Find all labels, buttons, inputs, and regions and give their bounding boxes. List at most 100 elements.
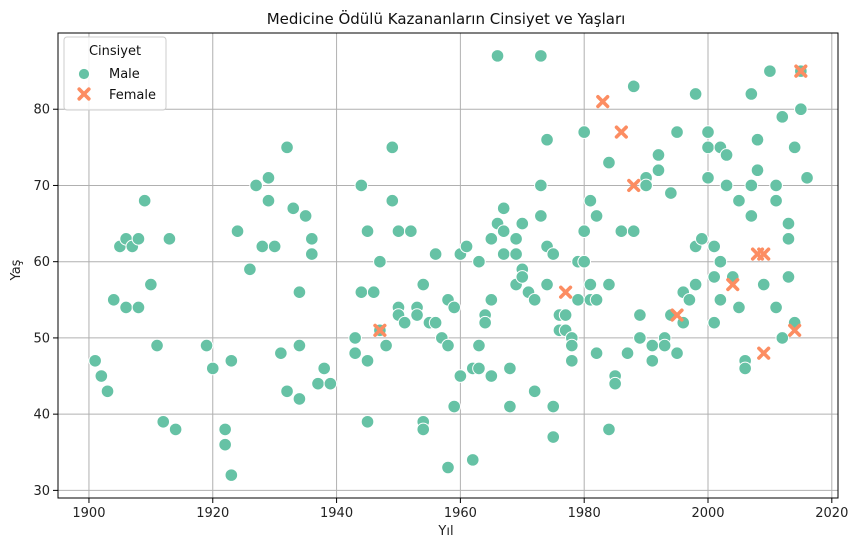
x-marker-stroke [670,308,684,322]
data-point-female [559,285,573,299]
data-point-male [750,132,765,147]
x-tick-label: 1900 [72,506,105,521]
data-point-male [645,338,660,353]
data-point-male [472,361,486,376]
data-point-male [385,140,400,155]
data-point-male [224,468,239,482]
data-point-male [738,361,752,376]
data-point-male [503,399,517,414]
data-point-male [546,247,561,261]
data-point-male [534,209,548,223]
data-point-male [602,422,616,437]
data-point-male [292,338,307,353]
data-point-male [459,239,474,254]
data-point-male [490,49,505,63]
data-point-male [589,293,604,307]
y-axis-ticks: 30 40 50 60 70 80 [33,103,58,499]
data-point-male [230,224,245,238]
data-point-male [775,331,790,345]
data-point-male [292,392,307,406]
data-point-male [509,232,523,246]
data-point-male [626,79,641,94]
data-point-male [707,270,721,284]
data-point-male [150,338,164,353]
data-point-male [546,399,561,414]
data-point-male [144,277,158,292]
data-point-male [224,353,239,368]
x-marker-stroke [614,125,628,139]
data-point-male [453,369,468,383]
data-point-male [515,216,530,231]
data-point-female [373,323,387,337]
data-point-male [274,346,288,360]
data-point-male [583,277,598,292]
data-point-male [106,293,121,307]
data-point-male [360,224,375,238]
data-point-male [205,361,220,376]
data-point-male [682,293,697,307]
data-point-male [719,148,734,162]
data-point-male [391,224,406,238]
x-tick-label: 1940 [320,506,353,521]
data-point-male [156,414,171,429]
data-point-male [589,209,604,223]
data-point-male [243,262,257,277]
x-axis-title: Yıl [437,524,453,539]
data-point-male [484,369,499,383]
data-point-female [788,323,802,337]
data-point-male [286,201,301,216]
data-point-male [428,315,443,330]
data-point-female [670,308,684,322]
data-point-male [255,239,270,254]
data-point-male [688,87,703,101]
y-tick-label: 30 [33,484,50,499]
y-tick-label: 50 [33,331,50,346]
data-point-male [701,171,715,185]
data-point-male [267,239,282,254]
data-point-male [744,87,759,101]
data-point-male [484,293,499,307]
data-point-male [800,171,814,185]
y-tick-label: 80 [33,103,50,118]
data-points [88,49,814,482]
data-point-male [496,247,511,261]
data-point-male [701,125,715,139]
data-point-male [465,453,480,467]
data-point-female [794,64,808,78]
x-marker-stroke [627,178,641,193]
data-point-male [354,178,369,193]
data-point-male [261,171,276,185]
data-point-male [769,178,783,193]
data-point-male [540,132,554,147]
data-point-male [323,376,338,391]
data-point-male [633,308,647,322]
data-point-male [589,346,604,360]
data-point-male [428,247,443,261]
data-point-male [546,430,561,444]
data-point-male [360,353,375,368]
data-point-male [633,331,647,345]
data-point-male [577,254,591,269]
data-point-male [261,193,276,208]
data-point-male [602,155,616,170]
data-point-male [131,232,146,246]
data-point-male [472,254,486,269]
data-point-male [794,102,808,117]
data-point-male [719,178,734,193]
data-point-male [732,193,746,208]
data-point-male [354,285,369,299]
data-point-male [756,277,771,292]
data-point-male [781,232,796,246]
x-tick-label: 1960 [444,506,477,521]
data-point-male [478,315,492,330]
x-tick-label: 2020 [815,506,848,521]
data-point-male [781,216,796,231]
data-point-male [88,353,102,368]
data-point-male [527,384,542,399]
data-point-male [713,293,728,307]
data-point-male [373,254,387,269]
data-point-male [515,270,530,284]
data-point-male [540,277,554,292]
x-marker-stroke [559,285,573,299]
